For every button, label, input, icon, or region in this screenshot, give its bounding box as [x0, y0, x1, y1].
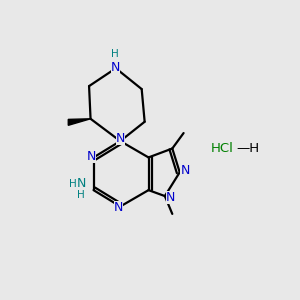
Text: H: H: [111, 49, 119, 59]
Text: HCl: HCl: [211, 142, 234, 155]
Text: N: N: [76, 177, 86, 190]
Text: H: H: [69, 178, 76, 189]
Polygon shape: [68, 119, 91, 125]
Text: N: N: [110, 61, 120, 74]
Text: N: N: [116, 132, 125, 145]
Text: N: N: [86, 150, 96, 163]
Text: N: N: [180, 164, 190, 177]
Text: N: N: [166, 191, 175, 204]
Text: N: N: [114, 201, 124, 214]
Text: —H: —H: [236, 142, 259, 155]
Text: H: H: [77, 190, 85, 200]
